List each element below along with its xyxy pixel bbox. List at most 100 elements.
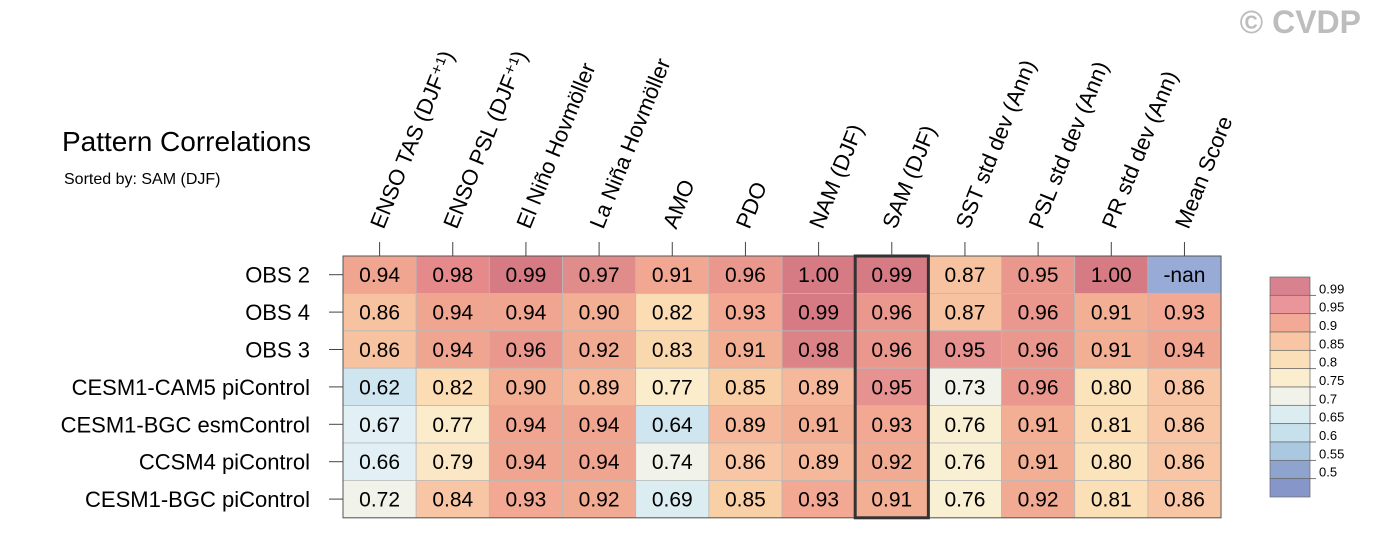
cell-value-label: 0.95 [1018, 264, 1059, 287]
colorbar-segment [1269, 331, 1311, 351]
cell-value-label: 0.94 [359, 264, 400, 287]
row-label-ccsm4-picontrol: CCSM4 piControl [139, 450, 310, 475]
cell-value-label: 0.96 [1018, 302, 1059, 325]
cell-value-label: 0.96 [871, 302, 912, 325]
cell-value-label: 0.86 [1164, 376, 1205, 399]
column-label-sam-djf: SAM (DJF) [877, 122, 941, 232]
colorbar-label: 0.6 [1319, 428, 1337, 443]
colorbar-segment [1269, 423, 1311, 443]
heatmap-cell [854, 442, 929, 481]
cell-value-label: 0.99 [798, 302, 839, 325]
heatmap-cell [708, 442, 783, 481]
row-label-cesm1-cam5-picontrol: CESM1-CAM5 piControl [72, 375, 310, 400]
colorbar-segment [1269, 294, 1311, 315]
heatmap-cell [927, 479, 1002, 519]
cell-value-label: 0.93 [1164, 302, 1205, 325]
heatmap-cell [708, 330, 783, 369]
cell-value-label: 0.94 [505, 302, 546, 325]
cell-value-label: 0.84 [432, 489, 473, 512]
column-label-amo: AMO [658, 176, 700, 232]
colorbar-label: 0.9 [1319, 318, 1337, 333]
heatmap-cell [635, 442, 710, 481]
heatmap-cell [1074, 479, 1149, 519]
heatmap-cell [342, 292, 417, 332]
cell-value-label: 0.96 [1018, 376, 1059, 399]
cell-value-label: 0.92 [1018, 489, 1059, 512]
cell-value-label: 0.85 [725, 376, 766, 399]
cell-value-label: 0.95 [945, 339, 986, 362]
heatmap-cell [562, 442, 637, 481]
cell-value-label: 0.66 [359, 451, 400, 474]
cell-value-label: 0.82 [652, 302, 693, 325]
colorbar-segment [1269, 441, 1311, 461]
cell-value-label: 0.91 [1018, 451, 1059, 474]
colorbar-segment [1269, 459, 1311, 480]
heatmap-cell [635, 405, 710, 444]
cell-value-label: 0.98 [798, 339, 839, 362]
chart-subtitle: Sorted by: SAM (DJF) [64, 171, 221, 188]
cell-value-label: 0.90 [505, 376, 546, 399]
cell-value-label: 0.83 [652, 339, 693, 362]
cell-value-label: 0.86 [725, 451, 766, 474]
row-label-obs-3: OBS 3 [245, 338, 310, 363]
colorbar-label: 0.55 [1319, 446, 1344, 461]
heatmap-cell [488, 367, 563, 407]
heatmap-cell [1074, 255, 1149, 294]
cell-value-label: 0.94 [1164, 339, 1205, 362]
cell-value-label: 0.94 [579, 414, 620, 437]
colorbar-label: 0.65 [1319, 410, 1344, 425]
heatmap-cell [562, 330, 637, 369]
heatmap-cell [415, 255, 490, 294]
heatmap-cell [342, 367, 417, 407]
colorbar-segment [1269, 386, 1311, 406]
cell-value-label: 0.82 [432, 376, 473, 399]
cell-value-label: 0.96 [871, 339, 912, 362]
cell-value-label: 0.89 [798, 451, 839, 474]
cell-value-label: 1.00 [1091, 264, 1132, 287]
heatmap-cell [1074, 292, 1149, 332]
cell-value-label: 0.91 [1018, 414, 1059, 437]
cell-value-label: 0.87 [945, 264, 986, 287]
colorbar-segment [1269, 478, 1311, 498]
heatmap-cell [1147, 255, 1222, 294]
colorbar-label: 0.7 [1319, 391, 1337, 406]
cell-value-label: 0.76 [945, 414, 986, 437]
cell-value-label: 0.93 [725, 302, 766, 325]
heatmap-cell [708, 292, 783, 332]
heatmap-cell [635, 292, 710, 332]
cell-value-label: 0.73 [945, 376, 986, 399]
heatmap-cell [1147, 405, 1222, 444]
cell-value-label: 0.86 [1164, 451, 1205, 474]
heatmap-cell [781, 442, 856, 481]
heatmap-cell [927, 292, 1002, 332]
cell-value-label: 0.93 [871, 414, 912, 437]
colorbar-segment [1269, 276, 1311, 296]
cell-value-label: 0.86 [1164, 414, 1205, 437]
heatmap-cell [781, 292, 856, 332]
cell-value-label: 0.98 [432, 264, 473, 287]
heatmap-cell [342, 442, 417, 481]
column-label-pdo: PDO [731, 178, 772, 232]
cell-value-label: 0.92 [579, 489, 620, 512]
cell-value-label: 0.89 [579, 376, 620, 399]
cell-value-label: 0.76 [945, 489, 986, 512]
cell-value-label: 0.96 [505, 339, 546, 362]
cell-value-label: 0.77 [432, 414, 473, 437]
heatmap-cell [1074, 442, 1149, 481]
heatmap-cell [562, 405, 637, 444]
colorbar-label: 0.95 [1319, 300, 1344, 315]
cell-value-label: 0.92 [579, 339, 620, 362]
cell-value-label: 0.85 [725, 489, 766, 512]
heatmap-cell [1001, 367, 1076, 407]
cell-value-label: 0.99 [505, 264, 546, 287]
heatmap-cell [562, 479, 637, 519]
cell-value-label: 1.00 [798, 264, 839, 287]
cell-value-label: 0.96 [1018, 339, 1059, 362]
column-label-nam-djf: NAM (DJF) [804, 121, 868, 232]
cell-value-label: 0.94 [505, 451, 546, 474]
cell-value-label: 0.74 [652, 451, 693, 474]
cell-value-label: 0.89 [725, 414, 766, 437]
heatmap-cell [488, 330, 563, 369]
cell-value-label: 0.62 [359, 376, 400, 399]
cell-value-label: 0.91 [652, 264, 693, 287]
